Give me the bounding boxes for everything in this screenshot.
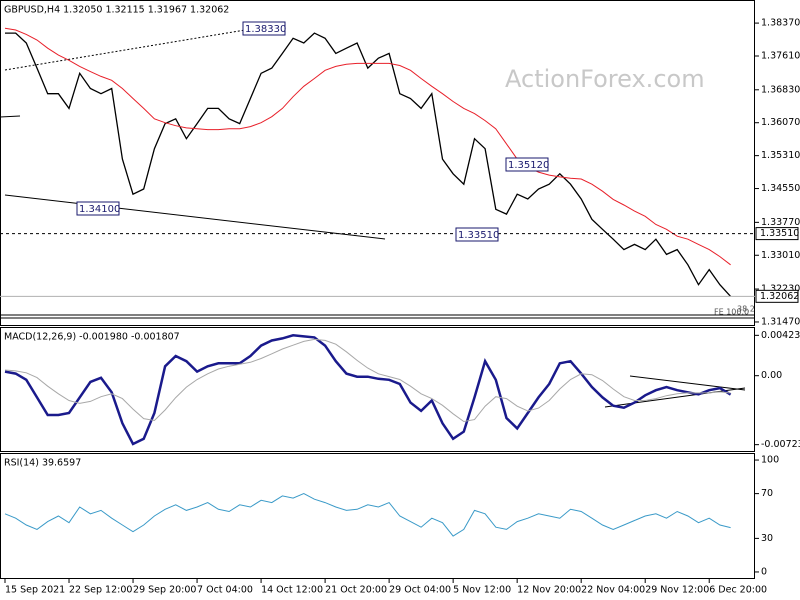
- y-tick-label: 1.33770: [761, 217, 800, 228]
- trendline: [604, 387, 746, 408]
- price-badge-label: 1.32062: [760, 291, 799, 302]
- watermark: ActionForex.com: [505, 65, 705, 93]
- x-tick-label: 29 Sep 20:00: [133, 585, 196, 596]
- x-tick-label: 15 Sep 2021: [5, 585, 65, 596]
- annotation: 1.35120: [508, 160, 549, 171]
- price-badge-label: 1.33510: [760, 228, 799, 239]
- x-tick-label: 14 Oct 12:00: [261, 585, 323, 596]
- y-tick-label: 1.36070: [761, 117, 800, 128]
- x-tick-label: 12 Nov 20:00: [517, 585, 581, 596]
- trendline: [4, 194, 386, 240]
- trendline: [0, 115, 21, 118]
- y-tick-label: 1.38370: [761, 18, 800, 29]
- series-line: [4, 493, 731, 537]
- annotation: 1.34100: [79, 204, 120, 215]
- annotation: 1.38330: [245, 24, 286, 35]
- y-tick-label: 70: [761, 488, 773, 499]
- y-tick-label: 1.32230: [761, 284, 800, 295]
- macd-panel: [0, 327, 755, 452]
- x-tick-label: 7 Oct 04:00: [197, 585, 253, 596]
- y-tick-label: 0: [761, 566, 767, 577]
- annotation-box: [76, 201, 120, 216]
- y-tick-label: 1.35310: [761, 150, 800, 161]
- trendline: [4, 29, 246, 71]
- annotation: 1.33510: [458, 230, 499, 241]
- panel-title: GBPUSD,H4 1.32050 1.32115 1.31967 1.3206…: [4, 5, 229, 16]
- price-badge: [755, 289, 799, 303]
- x-tick-label: 22 Nov 04:00: [581, 585, 645, 596]
- annotation-box: [455, 227, 499, 242]
- panel-title: RSI(14) 39.6597: [4, 458, 81, 469]
- y-tick-label: 0.004231: [761, 330, 800, 341]
- y-tick-label: 1.34550: [761, 183, 800, 194]
- x-tick-label: 29 Oct 04:00: [389, 585, 451, 596]
- y-tick-label: 30: [761, 533, 773, 544]
- panel-title: MACD(12,26,9) -0.001980 -0.001807: [4, 332, 180, 343]
- price-badge: [755, 227, 799, 241]
- series-line: [4, 27, 731, 266]
- x-tick-label: 29 Nov 12:00: [645, 585, 709, 596]
- x-tick-label: 21 Oct 20:00: [325, 585, 387, 596]
- y-tick-label: 1.31470: [761, 316, 800, 327]
- y-tick-label: 1.37610: [761, 51, 800, 62]
- y-tick-label: 1.36830: [761, 84, 800, 95]
- annotation: FE 100.0: [714, 308, 749, 317]
- price-panel: [0, 0, 755, 326]
- series-line: [4, 334, 732, 446]
- annotation: 38.2: [737, 305, 755, 314]
- x-tick-label: 5 Nov 12:00: [453, 585, 511, 596]
- y-tick-label: 0.00: [761, 370, 782, 381]
- x-tick-label: 22 Sep 12:00: [69, 585, 132, 596]
- x-tick-label: 6 Dec 20:00: [709, 585, 767, 596]
- annotation-box: [242, 21, 286, 36]
- rsi-panel: [0, 453, 755, 579]
- y-tick-label: 1.33010: [761, 250, 800, 261]
- y-tick-label: -0.00723: [761, 439, 800, 450]
- y-tick-label: 100: [761, 455, 779, 466]
- annotation-box: [505, 157, 549, 172]
- series-line: [4, 338, 731, 423]
- trendline: [629, 375, 746, 391]
- series-line: [5, 32, 732, 297]
